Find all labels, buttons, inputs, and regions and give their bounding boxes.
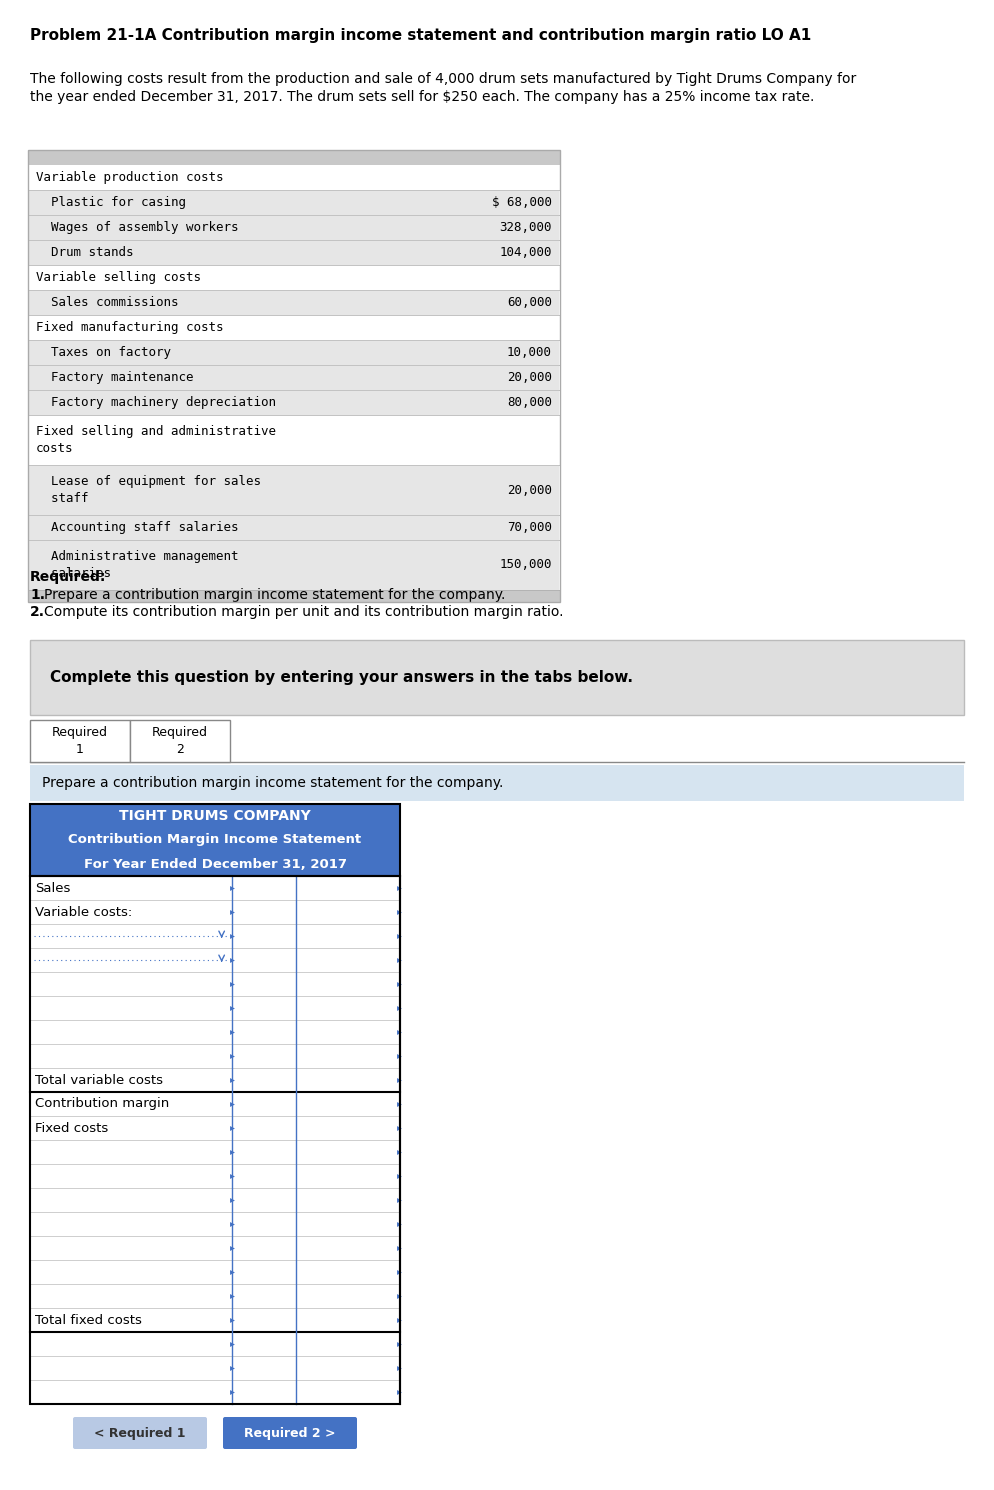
Text: Plastic for casing: Plastic for casing — [36, 197, 186, 209]
Text: 10,000: 10,000 — [507, 346, 552, 359]
Text: Fixed costs: Fixed costs — [35, 1122, 108, 1134]
Text: Variable selling costs: Variable selling costs — [36, 271, 201, 285]
Text: Taxes on factory: Taxes on factory — [36, 346, 171, 359]
Bar — [30, 948, 400, 971]
Text: Drum stands: Drum stands — [36, 246, 133, 259]
Bar — [29, 191, 559, 215]
Bar — [30, 995, 400, 1021]
FancyBboxPatch shape — [73, 1417, 207, 1448]
Text: Total fixed costs: Total fixed costs — [35, 1314, 142, 1326]
Text: Administrative management
  salaries: Administrative management salaries — [36, 550, 239, 580]
Bar — [30, 1188, 400, 1211]
Text: < Required 1: < Required 1 — [94, 1426, 186, 1439]
Bar — [30, 1261, 400, 1284]
Text: Factory maintenance: Factory maintenance — [36, 371, 194, 384]
Text: 20,000: 20,000 — [507, 371, 552, 384]
Text: 80,000: 80,000 — [507, 396, 552, 408]
Text: Sales: Sales — [35, 882, 71, 894]
Bar — [30, 852, 400, 876]
Bar — [30, 1116, 400, 1140]
Bar — [30, 900, 400, 924]
Bar — [29, 165, 559, 191]
Bar — [30, 876, 400, 1404]
Bar — [30, 764, 964, 802]
Bar — [29, 516, 559, 539]
Bar — [30, 1284, 400, 1308]
Bar — [30, 641, 964, 715]
Bar — [30, 1140, 400, 1164]
Bar — [130, 720, 230, 761]
Bar — [29, 291, 559, 314]
Bar — [28, 150, 560, 165]
Bar — [28, 590, 560, 602]
Bar — [30, 1380, 400, 1404]
Text: TIGHT DRUMS COMPANY: TIGHT DRUMS COMPANY — [119, 809, 311, 822]
Text: 20,000: 20,000 — [507, 483, 552, 496]
FancyBboxPatch shape — [223, 1417, 357, 1448]
Text: Complete this question by entering your answers in the tabs below.: Complete this question by entering your … — [50, 670, 633, 685]
Text: Problem 21-1A Contribution margin income statement and contribution margin ratio: Problem 21-1A Contribution margin income… — [30, 28, 811, 43]
Text: Compute its contribution margin per unit and its contribution margin ratio.: Compute its contribution margin per unit… — [44, 605, 564, 618]
Bar — [29, 465, 559, 516]
Bar — [29, 390, 559, 416]
Bar — [30, 1356, 400, 1380]
Text: Lease of equipment for sales
  staff: Lease of equipment for sales staff — [36, 475, 261, 505]
Text: Prepare a contribution margin income statement for the company.: Prepare a contribution margin income sta… — [44, 589, 505, 602]
Text: Variable costs:: Variable costs: — [35, 906, 132, 918]
Text: the year ended December 31, 2017. The drum sets sell for $250 each. The company : the year ended December 31, 2017. The dr… — [30, 89, 814, 104]
Bar — [29, 416, 559, 465]
Text: Fixed selling and administrative
costs: Fixed selling and administrative costs — [36, 425, 276, 454]
Bar — [30, 1211, 400, 1237]
Bar — [30, 805, 400, 828]
Bar — [29, 365, 559, 390]
Text: 2.: 2. — [30, 605, 45, 618]
Text: Required
2: Required 2 — [152, 726, 208, 755]
Text: Required:: Required: — [30, 571, 106, 584]
Text: Contribution margin: Contribution margin — [35, 1098, 169, 1110]
Text: 104,000: 104,000 — [500, 246, 552, 259]
Text: 328,000: 328,000 — [500, 221, 552, 234]
Text: $ 68,000: $ 68,000 — [492, 197, 552, 209]
Bar — [28, 150, 560, 602]
Text: 60,000: 60,000 — [507, 297, 552, 308]
Text: 1.: 1. — [30, 589, 45, 602]
Bar — [30, 876, 400, 900]
Text: Required
1: Required 1 — [52, 726, 108, 755]
Bar — [30, 828, 400, 852]
Bar — [29, 541, 559, 590]
Text: Contribution Margin Income Statement: Contribution Margin Income Statement — [69, 833, 362, 846]
Text: 150,000: 150,000 — [500, 559, 552, 572]
Text: Total variable costs: Total variable costs — [35, 1073, 163, 1086]
Text: The following costs result from the production and sale of 4,000 drum sets manuf: The following costs result from the prod… — [30, 72, 856, 86]
Bar — [30, 1237, 400, 1261]
Text: Sales commissions: Sales commissions — [36, 297, 179, 308]
Bar — [30, 1021, 400, 1044]
Text: Variable production costs: Variable production costs — [36, 171, 224, 183]
Text: Factory machinery depreciation: Factory machinery depreciation — [36, 396, 276, 408]
Bar — [30, 1044, 400, 1068]
Bar — [30, 805, 400, 876]
Text: Prepare a contribution margin income statement for the company.: Prepare a contribution margin income sta… — [42, 776, 503, 790]
Text: For Year Ended December 31, 2017: For Year Ended December 31, 2017 — [83, 858, 347, 870]
Text: Fixed manufacturing costs: Fixed manufacturing costs — [36, 320, 224, 334]
Bar — [29, 341, 559, 365]
Bar — [30, 1092, 400, 1116]
Bar — [29, 316, 559, 340]
Text: Wages of assembly workers: Wages of assembly workers — [36, 221, 239, 234]
Text: 70,000: 70,000 — [507, 522, 552, 533]
Bar — [30, 924, 400, 948]
Bar — [30, 971, 400, 995]
Bar — [29, 265, 559, 291]
Bar — [30, 720, 130, 761]
Bar — [30, 1332, 400, 1356]
Bar — [30, 1164, 400, 1188]
Text: Required 2 >: Required 2 > — [245, 1426, 336, 1439]
Bar — [29, 240, 559, 265]
Bar — [29, 216, 559, 240]
Text: Accounting staff salaries: Accounting staff salaries — [36, 522, 239, 533]
Bar — [30, 1308, 400, 1332]
Bar — [30, 1068, 400, 1092]
